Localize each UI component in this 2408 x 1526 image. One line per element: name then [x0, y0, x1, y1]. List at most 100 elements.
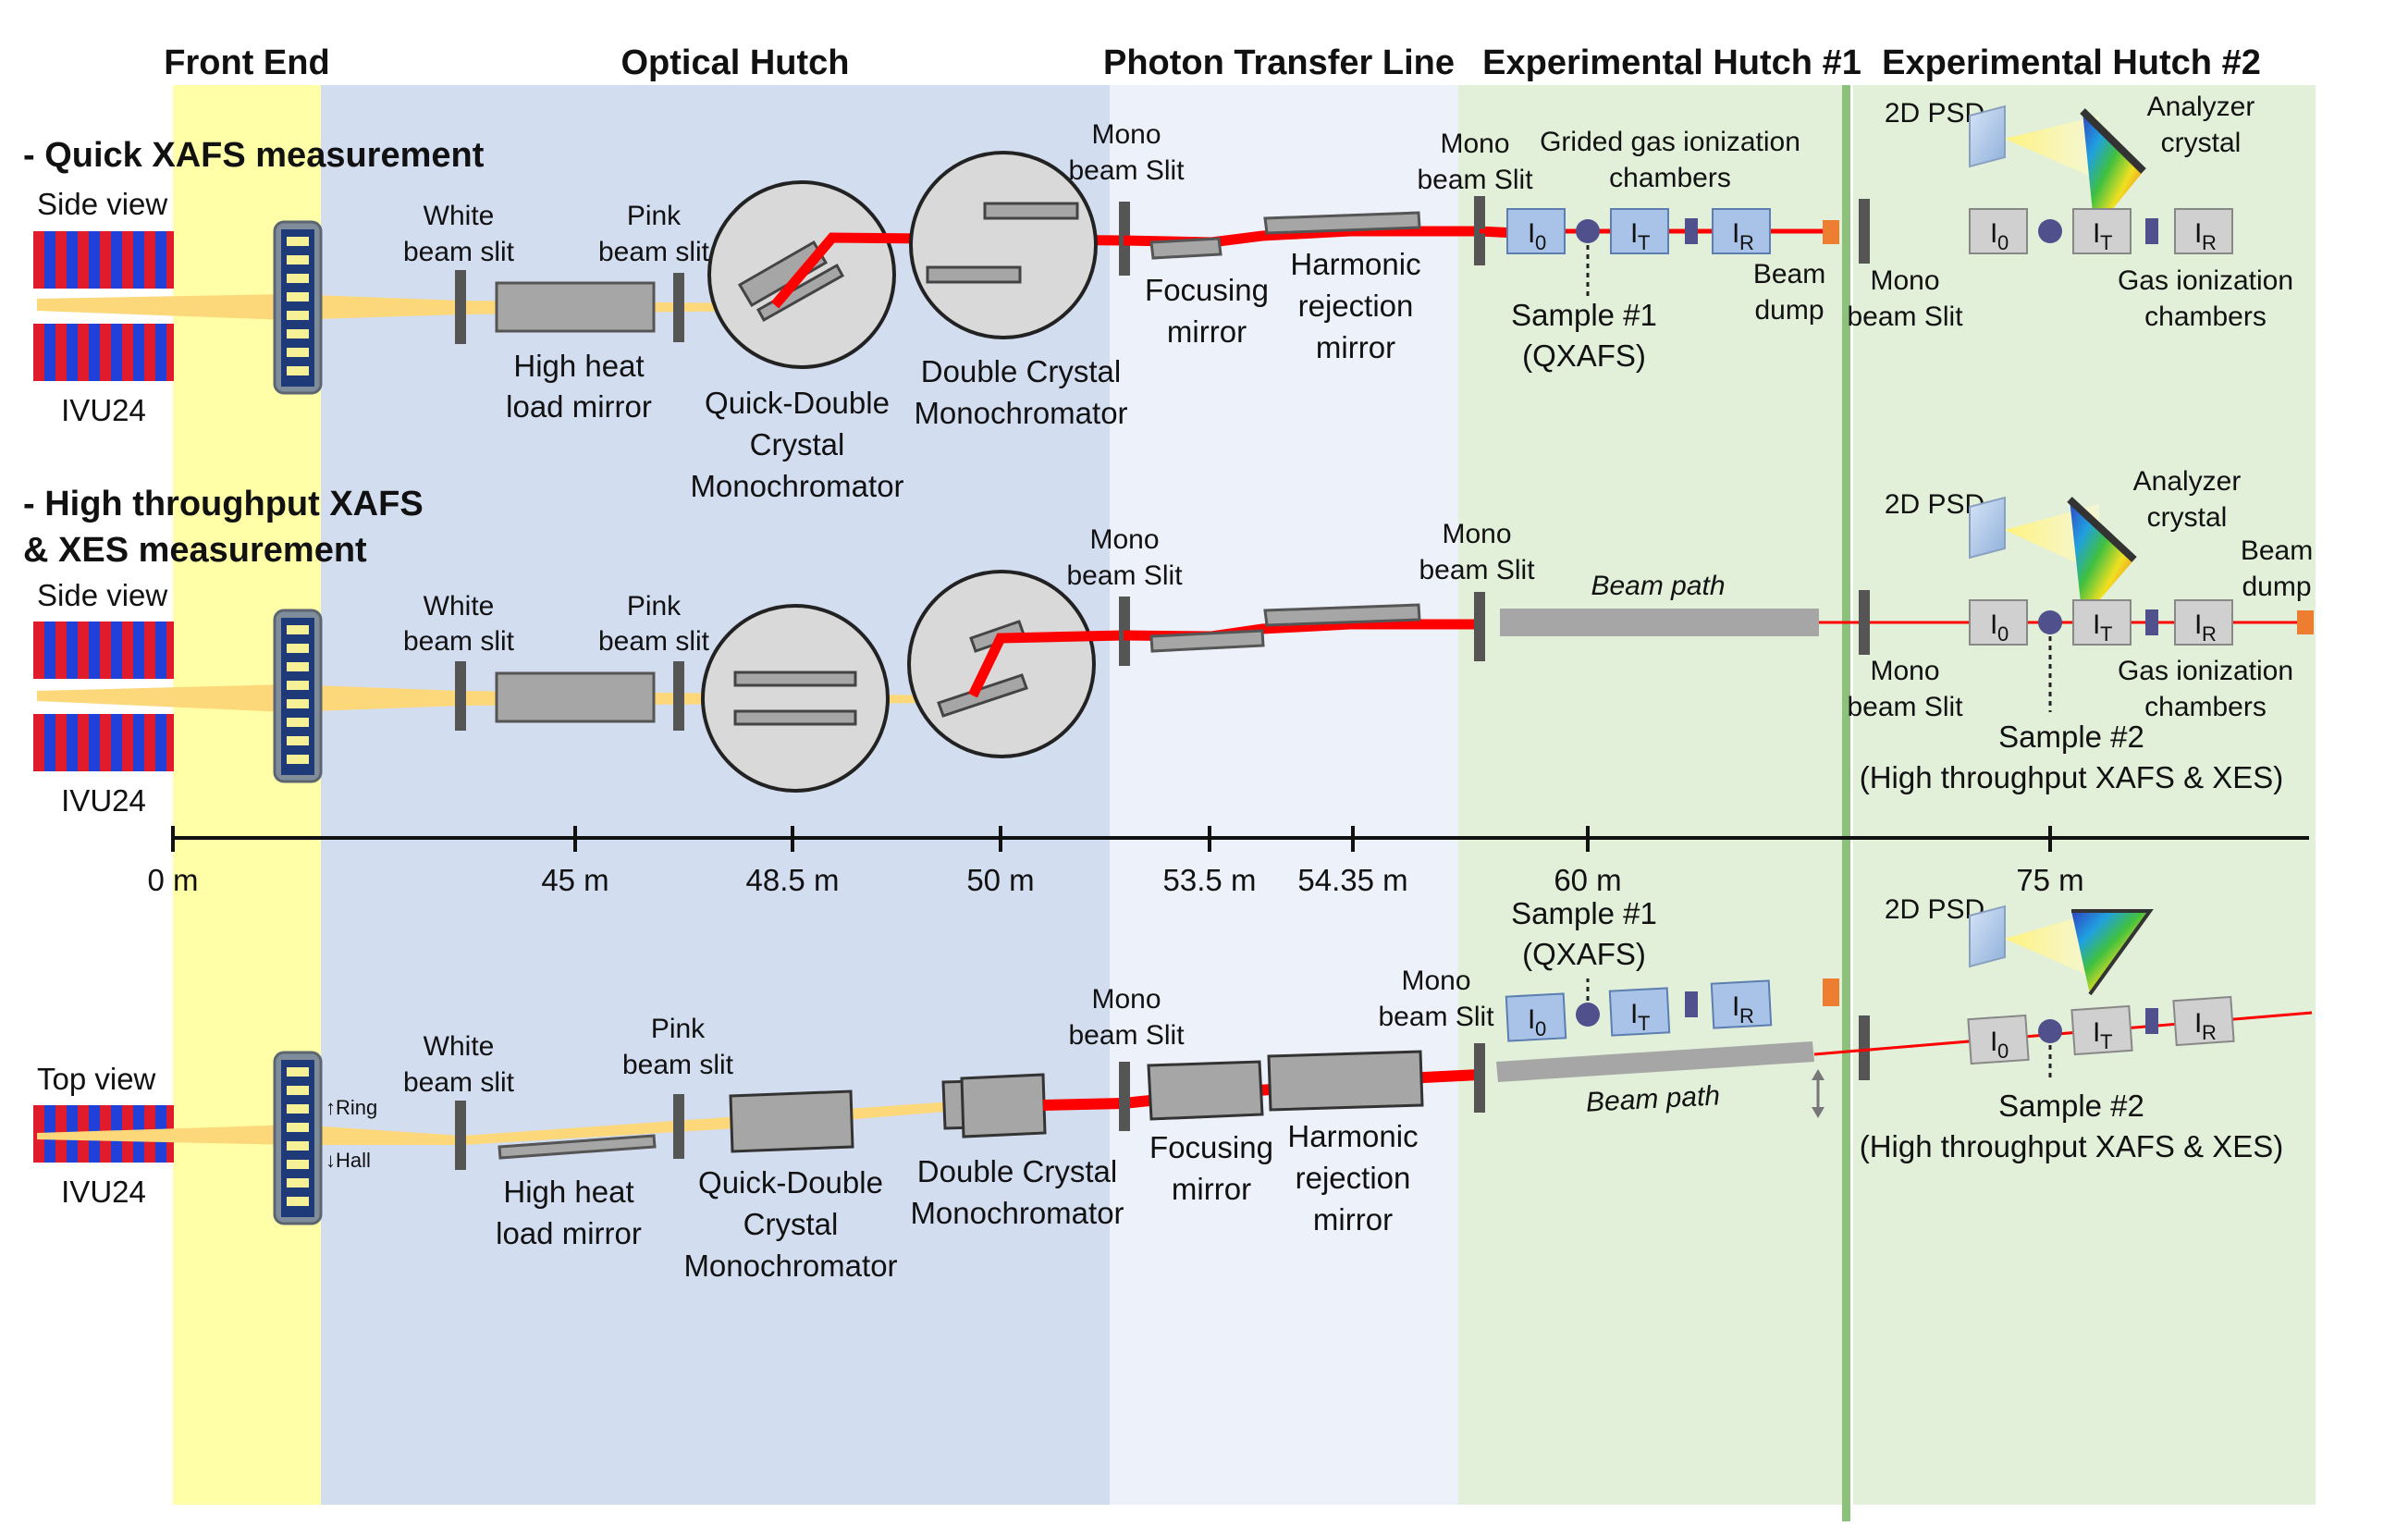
ion-chamber-ir-eh2-3: I R	[2173, 997, 2233, 1045]
mono-slit-ptl-2-label-2: beam Slit	[1066, 560, 1183, 591]
gas-2-label-1: Gas ionization	[2118, 656, 2293, 686]
svg-text:R: R	[2202, 1021, 2217, 1044]
pink-slit-3-label-2: beam slit	[622, 1050, 734, 1080]
mono-slit-ptl-label-2: beam Slit	[1068, 155, 1185, 186]
white-slit-label-1: White	[424, 201, 495, 231]
qdcm-3-label-1: Quick-Double	[698, 1165, 883, 1200]
front-end-aperture	[275, 222, 321, 393]
ion-chamber-i0-eh2-2: I 0	[1970, 600, 2027, 646]
hhlm-3-label-1: High heat	[503, 1175, 633, 1209]
svg-text:R: R	[2202, 622, 2217, 646]
reference-foil-eh2-3	[2145, 1008, 2158, 1034]
pink-slit-label-2: beam slit	[598, 237, 710, 267]
qdcm-label-1: Quick-Double	[705, 386, 890, 420]
quick-dcm-top	[731, 1091, 853, 1151]
dcm-3-label-2: Monochromator	[910, 1196, 1124, 1230]
qdcm-label-2: Crystal	[750, 427, 845, 461]
mode-title-high-line-2: & XES measurement	[23, 531, 367, 570]
psd-detector-2	[1970, 498, 2005, 558]
focusing-label-1: Focusing	[1145, 273, 1269, 307]
beam-dump-2-label-1: Beam	[2241, 535, 2313, 566]
source-label-3: IVU24	[61, 1175, 146, 1209]
mono-slit-ptl-3-label-2: beam Slit	[1068, 1020, 1185, 1051]
dcm-crystal-2	[928, 267, 1020, 282]
pink-slit-3-label-1: Pink	[651, 1014, 706, 1044]
white-slit-3-label-1: White	[424, 1031, 495, 1062]
harmonic-3-label-3: mirror	[1313, 1202, 1393, 1237]
tick-label: 48.5 m	[746, 863, 840, 897]
sample1-3-label-2: (QXAFS)	[1522, 937, 1646, 971]
gas-label-1: Gas ionization	[2118, 265, 2293, 296]
mono-slit-eh2-label-2: beam Slit	[1847, 302, 1963, 332]
ion-chamber-ir-eh1: I R	[1713, 209, 1770, 254]
svg-text:T: T	[1638, 231, 1650, 254]
experimental-hutch-2-region	[1853, 85, 2316, 1505]
reference-foil-eh1	[1685, 218, 1698, 244]
mode-title-high-line-1: - High throughput XAFS	[23, 485, 424, 523]
mono-slit-eh1-label-1: Mono	[1440, 129, 1509, 159]
white-beam-slit-3	[455, 1101, 466, 1170]
mono-slit-ptl-label-1: Mono	[1091, 119, 1161, 150]
reference-foil-eh1-3	[1685, 991, 1698, 1017]
sample2-3-label-2: (High throughput XAFS & XES)	[1860, 1129, 2284, 1163]
dcm-label-1: Double Crystal	[921, 354, 1121, 388]
harmonic-label-1: Harmonic	[1290, 247, 1420, 281]
beam-dump-eh2	[2297, 610, 2314, 634]
psd-detector-3	[1970, 906, 2005, 966]
ion-chamber-i0-eh1-3: I 0	[1506, 993, 1566, 1040]
mono-slit-eh1-label-2: beam Slit	[1417, 165, 1533, 195]
mono-slit-eh2-2-label-2: beam Slit	[1847, 692, 1963, 722]
gas-2-label-2: chambers	[2144, 692, 2267, 722]
mono-beam-slit-eh2	[1859, 199, 1870, 264]
sample2-3-label-1: Sample #2	[1998, 1089, 2144, 1123]
beam-path-pipe	[1500, 609, 1819, 636]
pink-beam-slit	[673, 273, 684, 342]
ion-chamber-it-eh1: I T	[1611, 209, 1668, 254]
sample1-label-1: Sample #1	[1511, 298, 1657, 332]
beam-path-label: Beam path	[1591, 571, 1725, 601]
front-end-aperture-2	[275, 610, 321, 781]
ring-label: ↑Ring	[326, 1096, 377, 1119]
pink-beam-slit-3	[673, 1094, 684, 1159]
ion-chamber-ir-eh2: I R	[2175, 209, 2232, 254]
gas-label-2: chambers	[2144, 302, 2267, 332]
sample1-3-label-1: Sample #1	[1511, 896, 1657, 930]
side-view-label-2: Side view	[37, 578, 167, 612]
grided-label-1: Grided gas ionization	[1540, 127, 1800, 157]
beam-dump-eh1	[1823, 220, 1839, 244]
ion-chamber-it-eh2: I T	[2073, 209, 2131, 254]
reference-foil-eh2-2	[2145, 609, 2158, 635]
tick-label: 54.35 m	[1297, 863, 1407, 897]
tick-label: 75 m	[2016, 863, 2083, 897]
header-front-end: Front End	[164, 43, 329, 82]
pink-beam-slit-2	[673, 661, 684, 731]
white-beam-slit	[455, 270, 466, 344]
focusing-3-label-2: mirror	[1172, 1172, 1251, 1206]
focusing-3-label-1: Focusing	[1149, 1130, 1273, 1164]
svg-text:T: T	[1638, 1012, 1650, 1035]
undulator-bottom	[33, 324, 174, 381]
dcm-crystal-1	[985, 203, 1077, 218]
qdcm-3-label-2: Crystal	[743, 1207, 839, 1241]
svg-text:0: 0	[1997, 1040, 2009, 1063]
svg-text:R: R	[1739, 1004, 1754, 1028]
mono-beam-slit-eh2-2	[1859, 590, 1870, 655]
header-optical-hutch: Optical Hutch	[620, 43, 849, 82]
source-label: IVU24	[61, 393, 146, 427]
tick-label: 60 m	[1554, 863, 1621, 897]
hhlm-3-label-2: load mirror	[496, 1216, 642, 1250]
header-experimental-hutch-1: Experimental Hutch #1	[1482, 43, 1861, 82]
beam-dump-label-2: dump	[1754, 295, 1824, 326]
sample-position-eh2	[2038, 219, 2062, 243]
mono-slit-eh1-2-label-2: beam Slit	[1419, 555, 1535, 585]
harmonic-label-3: mirror	[1316, 330, 1395, 364]
mono-beam-slit-eh2-3	[1859, 1015, 1870, 1080]
dcm-3-label-1: Double Crystal	[917, 1154, 1117, 1188]
sample2-label-2: (High throughput XAFS & XES)	[1860, 760, 2284, 794]
harmonic-3-label-1: Harmonic	[1287, 1119, 1418, 1153]
tick-label: 0 m	[147, 863, 198, 897]
mono-slit-eh1-3-label-1: Mono	[1401, 966, 1470, 996]
mono-slit-eh1-3-label-2: beam Slit	[1378, 1002, 1494, 1032]
hhlm-label-2: load mirror	[506, 389, 652, 424]
svg-text:0: 0	[1997, 231, 2009, 254]
